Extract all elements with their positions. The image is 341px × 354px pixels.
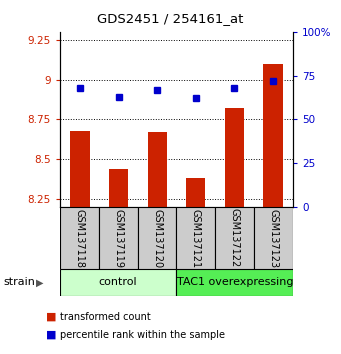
Text: GDS2451 / 254161_at: GDS2451 / 254161_at (97, 12, 244, 25)
Text: percentile rank within the sample: percentile rank within the sample (60, 330, 225, 339)
Text: GSM137121: GSM137121 (191, 209, 201, 268)
Bar (70, 131, 90, 207)
Bar (254, 207, 293, 269)
Text: ▶: ▶ (36, 277, 43, 287)
Text: GSM137119: GSM137119 (113, 209, 123, 268)
Bar (137, 207, 177, 269)
Bar (263, 64, 283, 207)
Bar (177, 207, 216, 269)
Bar (225, 108, 244, 207)
Bar (186, 178, 205, 207)
Bar (60, 269, 177, 296)
Text: GSM137122: GSM137122 (230, 209, 240, 268)
Text: GSM137123: GSM137123 (269, 209, 279, 268)
Text: GSM137118: GSM137118 (74, 209, 84, 268)
Text: GSM137120: GSM137120 (152, 209, 162, 268)
Bar (177, 269, 293, 296)
Text: ■: ■ (46, 330, 57, 339)
Bar (148, 132, 167, 207)
Bar (60, 207, 99, 269)
Text: transformed count: transformed count (60, 312, 150, 322)
Bar (109, 169, 128, 207)
Bar (216, 207, 254, 269)
Bar (99, 207, 137, 269)
Text: ■: ■ (46, 312, 57, 322)
Text: control: control (99, 277, 137, 287)
Text: strain: strain (3, 277, 35, 287)
Text: TAC1 overexpressing: TAC1 overexpressing (177, 277, 293, 287)
